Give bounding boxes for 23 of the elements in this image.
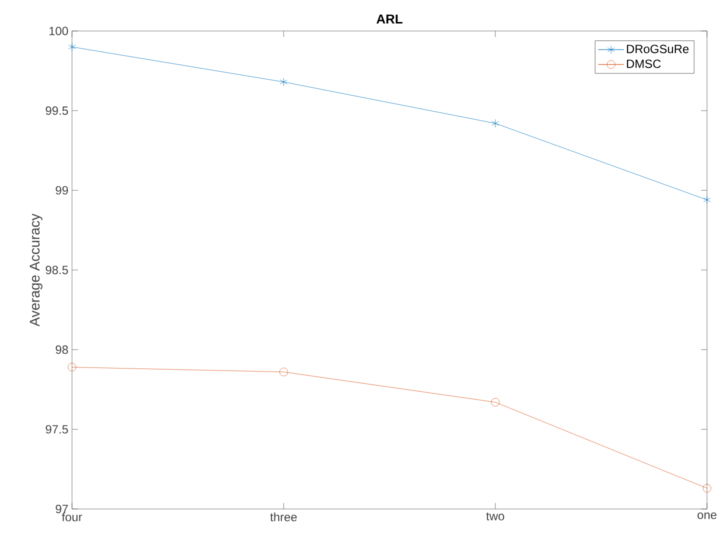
y-tick-label: 99 [56, 186, 68, 195]
point [279, 368, 288, 376]
x-tick-label: four [62, 512, 82, 522]
y-tick-label: 98.5 [46, 266, 68, 274]
y-tick-label: 97.5 [46, 425, 68, 434]
y-tick-label: 97 [56, 504, 68, 514]
point [280, 78, 288, 86]
x-tick-label: two [486, 512, 504, 520]
y-tick-label: 99.5 [46, 106, 68, 115]
y-tick-label: 100 [49, 26, 68, 36]
x-tick-label: one [698, 512, 716, 520]
point [492, 119, 500, 128]
x-tick-label: three [270, 512, 297, 522]
y-axis-title: Average Accuracy [30, 214, 42, 326]
point [68, 42, 76, 52]
point [491, 398, 500, 406]
legend-label: DRoGSuRe [626, 44, 689, 54]
chart-title: ARL [376, 14, 402, 24]
point [703, 196, 711, 204]
y-tick-label: 98 [56, 345, 68, 354]
legend-label: DMSC [626, 60, 661, 68]
point [702, 484, 712, 492]
point [68, 362, 76, 372]
